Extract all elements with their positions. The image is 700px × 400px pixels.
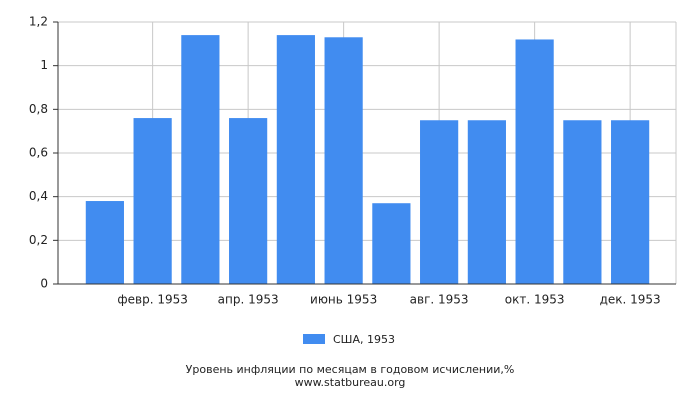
x-tick-label: дек. 1953 <box>600 293 661 307</box>
x-tick-label: февр. 1953 <box>117 293 188 307</box>
y-tick-label: 0,4 <box>29 189 48 203</box>
x-tick-label: окт. 1953 <box>505 293 565 307</box>
bar <box>85 201 124 284</box>
legend-swatch <box>303 334 325 344</box>
y-tick-label: 0,2 <box>29 233 48 247</box>
bar <box>611 120 650 284</box>
y-tick-label: 1 <box>40 58 48 72</box>
y-tick-label: 1,2 <box>29 15 48 29</box>
bar <box>229 118 268 284</box>
y-tick-label: 0,8 <box>29 102 48 116</box>
bar <box>276 35 315 284</box>
source: www.statbureau.org <box>295 376 406 389</box>
x-tick-label: июнь 1953 <box>310 293 377 307</box>
bar <box>515 39 554 284</box>
legend-label: США, 1953 <box>333 333 395 346</box>
x-tick-label: авг. 1953 <box>410 293 469 307</box>
caption: Уровень инфляции по месяцам в годовом ис… <box>186 363 515 376</box>
bar <box>181 35 220 284</box>
bar <box>420 120 459 284</box>
bar <box>324 37 363 285</box>
y-tick-label: 0,6 <box>29 146 48 160</box>
bar <box>372 203 411 284</box>
bar <box>467 120 506 284</box>
bar <box>563 120 602 284</box>
x-tick-label: апр. 1953 <box>218 293 279 307</box>
y-tick-label: 0 <box>40 277 48 291</box>
bar <box>133 118 172 284</box>
